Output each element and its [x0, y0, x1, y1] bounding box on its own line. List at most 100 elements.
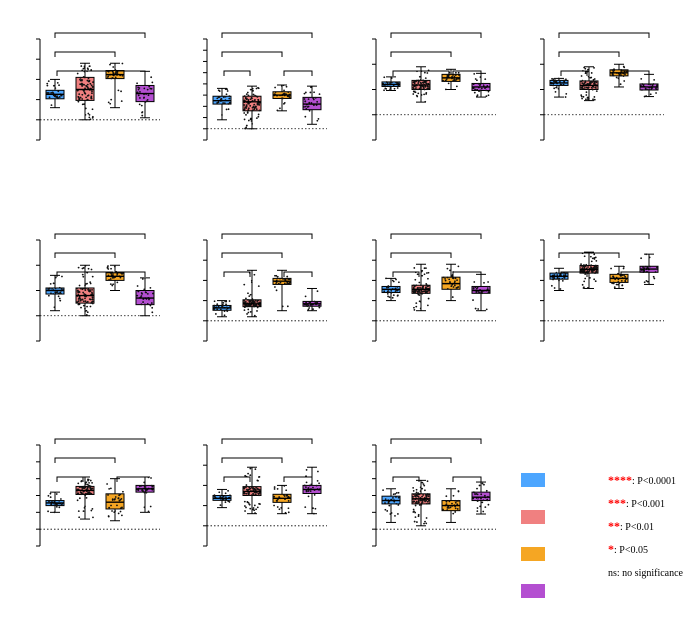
data-point — [219, 308, 222, 311]
data-point — [304, 91, 307, 94]
significance-bracket — [54, 457, 116, 463]
data-point — [416, 521, 418, 523]
data-point — [213, 495, 216, 498]
box-hpvpos — [441, 263, 461, 302]
data-point — [304, 506, 307, 509]
data-point — [384, 508, 387, 511]
data-point — [590, 267, 593, 270]
data-point — [450, 275, 453, 278]
data-point — [425, 283, 428, 285]
data-point — [419, 291, 421, 294]
data-point — [487, 94, 490, 97]
data-point — [46, 84, 49, 87]
data-point — [286, 494, 289, 497]
data-point — [61, 275, 63, 278]
data-point — [274, 286, 276, 288]
data-point — [393, 87, 396, 90]
data-point — [91, 507, 94, 510]
data-point — [428, 502, 430, 505]
data-point — [85, 314, 88, 316]
data-point — [144, 101, 147, 104]
data-point — [89, 282, 92, 285]
data-point — [318, 305, 320, 307]
data-point — [228, 300, 231, 302]
data-point — [56, 291, 58, 294]
data-point — [83, 83, 85, 86]
data-point — [482, 510, 485, 513]
box-iqr — [471, 491, 491, 502]
data-point — [485, 95, 488, 98]
data-point — [276, 277, 279, 280]
data-point — [420, 289, 423, 292]
data-point — [276, 506, 279, 508]
data-point — [283, 89, 285, 92]
data-point — [446, 509, 449, 511]
data-point — [228, 97, 231, 100]
data-point — [53, 504, 56, 507]
data-point — [620, 68, 623, 71]
data-point — [141, 278, 144, 280]
data-point — [550, 284, 553, 287]
data-point — [656, 84, 658, 87]
data-point — [224, 95, 227, 98]
data-point — [622, 267, 625, 270]
data-point — [457, 265, 460, 268]
data-point — [307, 490, 310, 493]
data-point — [425, 499, 428, 502]
data-point — [586, 82, 589, 85]
data-point — [561, 279, 564, 282]
data-point — [246, 91, 249, 94]
data-point — [108, 487, 111, 490]
data-point — [222, 495, 225, 498]
data-point — [77, 510, 80, 513]
data-point — [415, 500, 418, 503]
data-point — [448, 278, 451, 281]
data-point — [423, 273, 426, 276]
data-point — [392, 497, 394, 499]
data-point — [47, 288, 50, 290]
data-point — [146, 88, 149, 91]
data-point — [413, 306, 415, 309]
data-point — [244, 474, 247, 477]
data-point — [58, 297, 61, 300]
data-point — [86, 300, 89, 303]
data-point — [593, 278, 596, 281]
data-point — [245, 93, 248, 96]
data-point — [49, 282, 52, 285]
data-point — [88, 65, 91, 68]
data-point — [107, 268, 110, 270]
data-point — [449, 269, 451, 272]
data-point — [393, 500, 396, 503]
data-point — [472, 287, 475, 290]
data-point — [453, 75, 456, 78]
data-point — [587, 88, 590, 91]
data-point — [251, 486, 253, 489]
data-point — [395, 492, 398, 494]
data-point — [426, 500, 429, 503]
data-point — [77, 482, 80, 485]
data-point — [146, 292, 149, 295]
data-point — [422, 85, 425, 88]
data-point — [85, 309, 88, 312]
data-point — [108, 278, 110, 281]
data-point — [114, 69, 117, 71]
data-point — [283, 278, 286, 280]
data-point — [142, 301, 144, 303]
significance-bracket — [392, 476, 420, 482]
data-point — [215, 304, 218, 307]
data-point — [624, 73, 626, 76]
data-point — [259, 503, 261, 505]
data-point — [86, 83, 89, 86]
data-point — [425, 517, 428, 519]
data-point — [386, 293, 389, 295]
data-point — [257, 494, 260, 497]
data-point — [79, 83, 82, 86]
data-point — [421, 495, 423, 498]
data-point — [594, 86, 597, 89]
data-point — [285, 489, 288, 492]
data-point — [425, 522, 428, 525]
data-point — [81, 85, 84, 87]
data-point — [305, 481, 308, 484]
data-point — [622, 75, 625, 78]
data-point — [312, 486, 314, 489]
